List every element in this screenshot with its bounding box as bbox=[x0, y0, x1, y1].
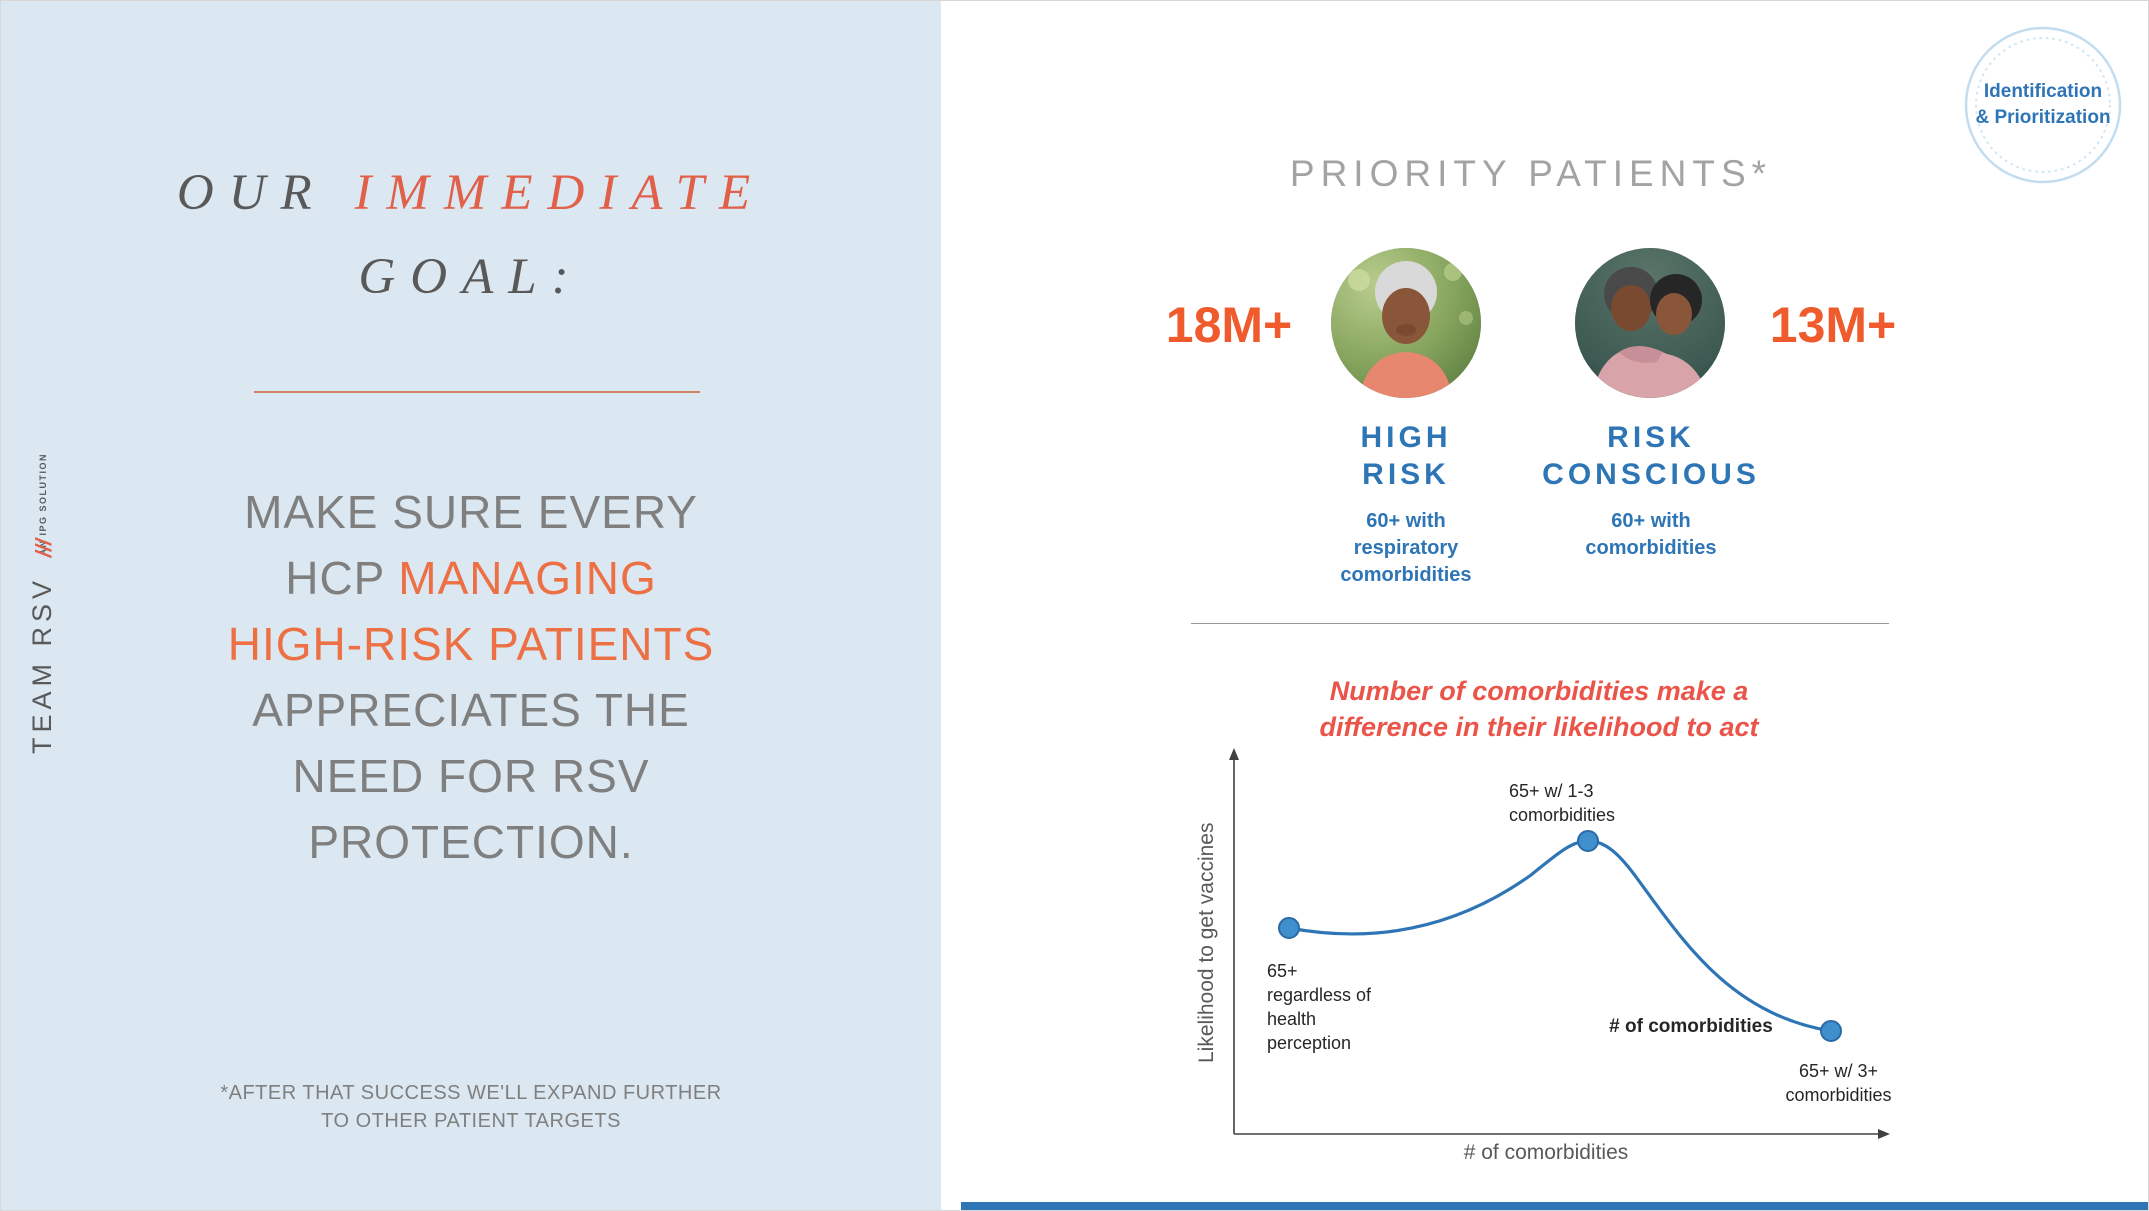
y-axis-arrow bbox=[1229, 748, 1239, 760]
goal-body-line: HCP MANAGING bbox=[285, 552, 657, 604]
identification-prioritization-badge: Identification & Prioritization bbox=[1963, 25, 2123, 185]
badge-circle-graphic bbox=[1964, 26, 2122, 184]
data-point-1-3-comorbidities bbox=[1577, 830, 1599, 852]
left-panel: AN IPG SOLUTION /// TEAM RSV OUR IMMEDIA… bbox=[1, 1, 941, 1210]
footnote-line-1: *AFTER THAT SUCCESS WE'LL EXPAND FURTHER bbox=[220, 1082, 722, 1104]
x-axis-arrow bbox=[1878, 1129, 1890, 1139]
data-point-3plus-comorbidities bbox=[1820, 1020, 1842, 1042]
end-point-label: 65+ w/ 3+ comorbidities bbox=[1785, 1061, 1892, 1105]
comorbidities-note-line1: Number of comorbidities make a bbox=[1329, 676, 1749, 706]
goal-title-word-our: OUR bbox=[176, 165, 327, 221]
high-risk-label: HIGH RISK bbox=[1296, 419, 1516, 493]
bottom-accent-strip bbox=[961, 1202, 2148, 1210]
likelihood-chart: Likelihood to get vaccines # of comorbid… bbox=[1195, 743, 1911, 1173]
title-divider bbox=[254, 391, 700, 393]
goal-body-line: PROTECTION. bbox=[308, 816, 634, 868]
comorbidities-note: Number of comorbidities make a differenc… bbox=[1219, 673, 1859, 745]
goal-title-word-immediate: IMMEDIATE bbox=[354, 165, 766, 221]
high-risk-avatar-illustration bbox=[1331, 248, 1481, 398]
brand-slashes-logo: /// bbox=[31, 539, 56, 558]
high-risk-label-line1: HIGH bbox=[1360, 421, 1452, 454]
badge-line-2: & Prioritization bbox=[1975, 107, 2111, 128]
risk-conscious-label: RISK CONSCIOUS bbox=[1511, 419, 1791, 493]
likelihood-chart-plot bbox=[1229, 748, 1890, 1139]
high-risk-label-line2: RISK bbox=[1362, 458, 1450, 491]
y-axis-label: Likelihood to get vaccines bbox=[1195, 822, 1218, 1064]
inner-comorbidities-label: # of comorbidities bbox=[1609, 1016, 1773, 1037]
peak-point-label: 65+ w/ 1-3 comorbidities bbox=[1509, 781, 1616, 825]
high-risk-description: 60+ with respiratory comorbidities bbox=[1340, 510, 1472, 586]
high-risk-count: 18M+ bbox=[1165, 297, 1293, 353]
brand-name: TEAM RSV bbox=[27, 576, 57, 755]
section-divider bbox=[1191, 623, 1889, 624]
baseline-point-label: 65+ regardless of health perception bbox=[1267, 961, 1372, 1053]
footnote: *AFTER THAT SUCCESS WE'LL EXPAND FURTHER… bbox=[101, 1079, 841, 1135]
priority-patients-heading: PRIORITY PATIENTS* bbox=[1289, 153, 1773, 194]
risk-conscious-avatar-illustration bbox=[1575, 248, 1725, 398]
goal-body-line: NEED FOR RSV bbox=[292, 750, 650, 802]
patient-photo-high-risk bbox=[1331, 248, 1481, 398]
badge-line-1: Identification bbox=[1983, 81, 2103, 102]
risk-conscious-label-line1: RISK bbox=[1607, 421, 1695, 454]
risk-conscious-description: 60+ with comorbidities bbox=[1585, 510, 1717, 559]
goal-body-line: MAKE SURE EVERY bbox=[244, 486, 698, 538]
patient-photo-risk-conscious bbox=[1575, 248, 1725, 398]
footnote-line-2: TO OTHER PATIENT TARGETS bbox=[321, 1110, 621, 1132]
badge-text: Identification & Prioritization bbox=[1963, 25, 2123, 185]
data-point-65plus-baseline bbox=[1278, 917, 1300, 939]
goal-body-line: HIGH-RISK PATIENTS bbox=[227, 618, 715, 670]
goal-body-line: APPRECIATES THE bbox=[252, 684, 690, 736]
right-panel bbox=[941, 1, 2148, 1210]
comorbidities-note-line2: difference in their likelihood to act bbox=[1319, 712, 1759, 742]
risk-conscious-count: 13M+ bbox=[1769, 297, 1897, 353]
goal-title: OUR IMMEDIATE GOAL: bbox=[101, 151, 841, 319]
goal-body-text: MAKE SURE EVERY HCP MANAGING HIGH-RISK P… bbox=[181, 479, 761, 875]
x-axis-label: # of comorbidities bbox=[1463, 1141, 1629, 1164]
goal-title-word-goal: GOAL: bbox=[358, 249, 584, 305]
risk-conscious-label-line2: CONSCIOUS bbox=[1542, 458, 1760, 491]
